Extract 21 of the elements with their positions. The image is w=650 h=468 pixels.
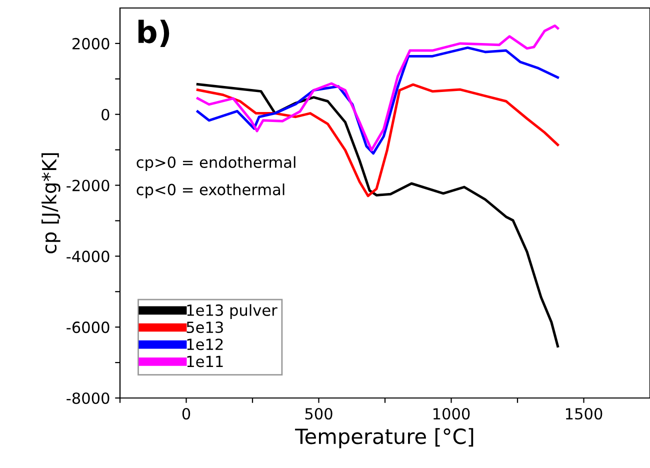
y-tick-label: -8000 bbox=[66, 392, 110, 404]
x-tick-label: 500 bbox=[305, 408, 332, 420]
x-tick-label: 1000 bbox=[433, 408, 470, 420]
x-tick-label: 1500 bbox=[566, 408, 602, 420]
y-axis-title: cp [J/kg*K] bbox=[42, 153, 60, 254]
annotation: cp>0 = endothermal bbox=[136, 156, 296, 171]
x-axis-title: Temperature [°C] bbox=[295, 428, 474, 448]
line-series bbox=[196, 24, 560, 152]
x-tick-label: 0 bbox=[182, 408, 190, 420]
y-tick-label: -4000 bbox=[66, 250, 110, 262]
legend-label: 1e13 pulver bbox=[187, 304, 278, 319]
annotation: b) bbox=[138, 20, 170, 47]
y-tick-label: 2000 bbox=[72, 38, 110, 50]
legend-label: 5e13 bbox=[186, 322, 223, 334]
legend-label: 1e12 bbox=[187, 338, 223, 350]
y-tick-label: -6000 bbox=[66, 322, 110, 334]
line-series bbox=[196, 83, 560, 198]
legend-label: 1e11 bbox=[187, 356, 223, 368]
y-tick-label: 0 bbox=[102, 108, 110, 120]
annotation: cp<0 = exothermal bbox=[136, 184, 284, 198]
y-tick-label: -2000 bbox=[66, 180, 110, 192]
